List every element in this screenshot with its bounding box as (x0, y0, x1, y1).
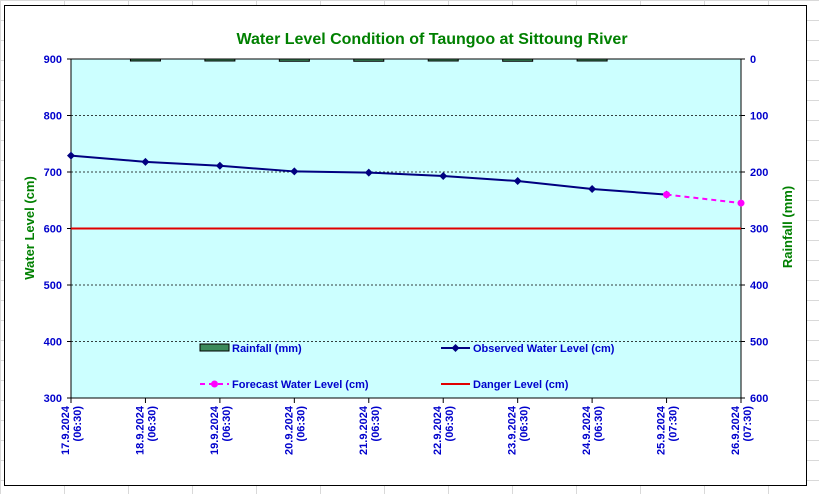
legend-item: Forecast Water Level (cm) (200, 379, 369, 391)
legend-label: Observed Water Level (cm) (473, 343, 615, 355)
rainfall-bar (427, 58, 459, 62)
observed-point (215, 161, 224, 170)
legend-marker (211, 380, 218, 388)
legend-item: Rainfall (mm) (199, 343, 302, 355)
legend-label: Rainfall (mm) (232, 343, 302, 355)
legend-label: Danger Level (cm) (473, 379, 569, 391)
y2-tick-label: 400 (750, 280, 768, 292)
legend-swatch-rainfall (199, 343, 230, 352)
rainfall-bar (129, 58, 161, 62)
x-tick-time: (07:30) (742, 406, 754, 442)
rainfall-bars (129, 58, 608, 62)
x-tick-date: 24.9.2024 (581, 405, 593, 455)
x-tick-date: 23.9.2024 (507, 405, 519, 455)
x-tick-label: 26.9.2024 (07:30) (730, 405, 754, 455)
x-tick-time: (06:30) (519, 406, 531, 442)
legend-item: Observed Water Level (cm) (441, 343, 615, 355)
x-tick-label: 18.9.2024 (06:30) (134, 405, 158, 455)
y-tick-label: 400 (44, 337, 62, 349)
y-axis-label: Water Level (cm) (22, 176, 37, 280)
x-tick-time: (06:30) (444, 406, 456, 442)
axes: 900 800 700 600 500 400 300 0 100 200 300 400 500 600… (44, 54, 769, 455)
y-tick-label: 300 (44, 393, 62, 405)
x-tick-time: (06:30) (370, 406, 382, 442)
x-tick-date: 25.9.2024 (656, 405, 668, 455)
legend-label: Forecast Water Level (cm) (232, 379, 369, 391)
observed-point (141, 157, 150, 166)
x-tick-date: 17.9.2024 (60, 405, 72, 455)
x-tick-date: 21.9.2024 (358, 405, 370, 455)
y-tick-label: 700 (44, 167, 62, 179)
x-tick-label: 24.9.2024 (06:30) (581, 405, 605, 455)
y-tick-label: 600 (44, 224, 62, 236)
x-tick-time: (06:30) (295, 406, 307, 442)
x-tick-time: (06:30) (146, 406, 158, 442)
y2-tick-label: 100 (750, 111, 768, 123)
observed-point (513, 177, 522, 186)
x-tick-time: (06:30) (72, 406, 84, 442)
x-tick-time: (06:30) (593, 406, 605, 442)
rainfall-bar (278, 58, 310, 62)
x-tick-time: (06:30) (221, 406, 233, 442)
observed-point (588, 184, 597, 193)
y2-tick-label: 300 (750, 224, 768, 236)
x-tick-label: 17.9.2024 (06:30) (60, 405, 84, 455)
x-tick-date: 18.9.2024 (134, 405, 146, 455)
series-lines (67, 151, 745, 230)
rainfall-bar (353, 58, 385, 62)
x-tick-label: 22.9.2024 (06:30) (432, 405, 456, 455)
legend-marker (451, 344, 460, 352)
rainfall-bar (502, 58, 534, 62)
y-tick-label: 500 (44, 280, 62, 292)
y2-tick-label: 500 (750, 337, 768, 349)
observed-point (290, 167, 299, 176)
forecast-water-level-line (666, 193, 742, 205)
x-tick-date: 20.9.2024 (283, 405, 295, 455)
observed-point (364, 168, 373, 177)
x-tick-date: 19.9.2024 (209, 405, 221, 455)
y-tick-label: 800 (44, 111, 62, 123)
y2-tick-label: 200 (750, 167, 768, 179)
x-tick-label: 25.9.2024 (07:30) (656, 405, 680, 455)
legend: Rainfall (mm) Observed Water Level (cm) Fo… (199, 343, 615, 391)
y2-tick-label: 600 (750, 393, 768, 405)
y-tick-label: 900 (44, 54, 62, 66)
rainfall-bar (576, 58, 608, 62)
observed-point (439, 171, 448, 180)
x-tick-label: 21.9.2024 (06:30) (358, 405, 382, 455)
x-tick-date: 22.9.2024 (432, 405, 444, 455)
x-tick-time: (07:30) (668, 406, 680, 442)
forecast-point (663, 191, 671, 199)
x-tick-label: 19.9.2024 (06:30) (209, 405, 233, 455)
x-tick-date: 26.9.2024 (730, 405, 742, 455)
chart-title: Water Level Condition of Taungoo at Sitt… (236, 31, 627, 48)
rainfall-bar (204, 58, 236, 62)
y2-tick-label: 0 (750, 54, 756, 66)
legend-item: Danger Level (cm) (441, 379, 569, 391)
x-tick-label: 20.9.2024 (06:30) (283, 405, 307, 455)
forecast-point (737, 199, 745, 207)
observed-point (67, 151, 75, 160)
y2-axis-label: Rainfall (mm) (780, 186, 795, 268)
x-tick-label: 23.9.2024 (06:30) (507, 405, 531, 455)
